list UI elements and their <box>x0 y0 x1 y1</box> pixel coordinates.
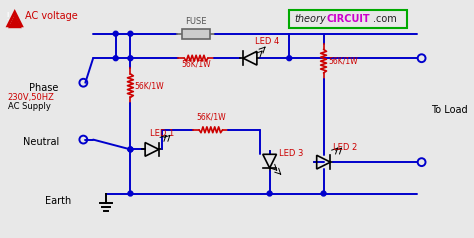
Text: 56K/1W: 56K/1W <box>328 57 358 66</box>
Text: Phase: Phase <box>29 83 59 93</box>
Text: To Load: To Load <box>431 105 468 115</box>
Text: AC Supply: AC Supply <box>8 102 51 111</box>
Bar <box>182 29 210 39</box>
Circle shape <box>128 56 133 61</box>
Circle shape <box>267 191 272 196</box>
Text: LED 1: LED 1 <box>150 129 174 138</box>
Circle shape <box>113 31 118 36</box>
Text: ▲: ▲ <box>8 12 22 30</box>
Text: LED 3: LED 3 <box>280 149 304 158</box>
Circle shape <box>113 56 118 61</box>
Text: Earth: Earth <box>46 196 72 206</box>
Text: Neutral: Neutral <box>23 137 59 147</box>
Text: AC voltage: AC voltage <box>26 11 78 21</box>
Circle shape <box>128 147 133 152</box>
Circle shape <box>128 147 133 152</box>
Circle shape <box>287 56 292 61</box>
Text: 56K/1W: 56K/1W <box>181 59 211 68</box>
Text: !: ! <box>12 14 17 24</box>
Text: .com: .com <box>373 14 396 24</box>
Bar <box>289 10 407 28</box>
Text: LED 4: LED 4 <box>255 37 279 46</box>
Text: 230V,50HZ: 230V,50HZ <box>8 93 55 102</box>
Text: FUSE: FUSE <box>185 17 207 26</box>
Circle shape <box>128 31 133 36</box>
Text: theory: theory <box>294 14 326 24</box>
Circle shape <box>128 191 133 196</box>
Circle shape <box>321 191 326 196</box>
Text: LED 2: LED 2 <box>333 143 357 152</box>
Text: CIRCUIT: CIRCUIT <box>327 14 370 24</box>
Text: 56K/1W: 56K/1W <box>196 113 226 122</box>
Text: 56K/1W: 56K/1W <box>134 81 164 90</box>
Text: !: ! <box>5 12 9 22</box>
